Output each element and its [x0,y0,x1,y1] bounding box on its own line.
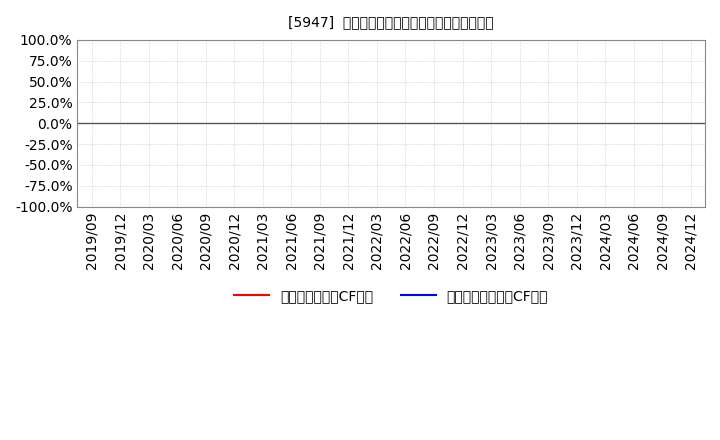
Legend: 有利子負債営業CF比率, 有利子負債フリーCF比率: 有利子負債営業CF比率, 有利子負債フリーCF比率 [228,284,554,309]
Title: [5947]  有利子負債キャッシュフロー比率の推移: [5947] 有利子負債キャッシュフロー比率の推移 [289,15,494,29]
